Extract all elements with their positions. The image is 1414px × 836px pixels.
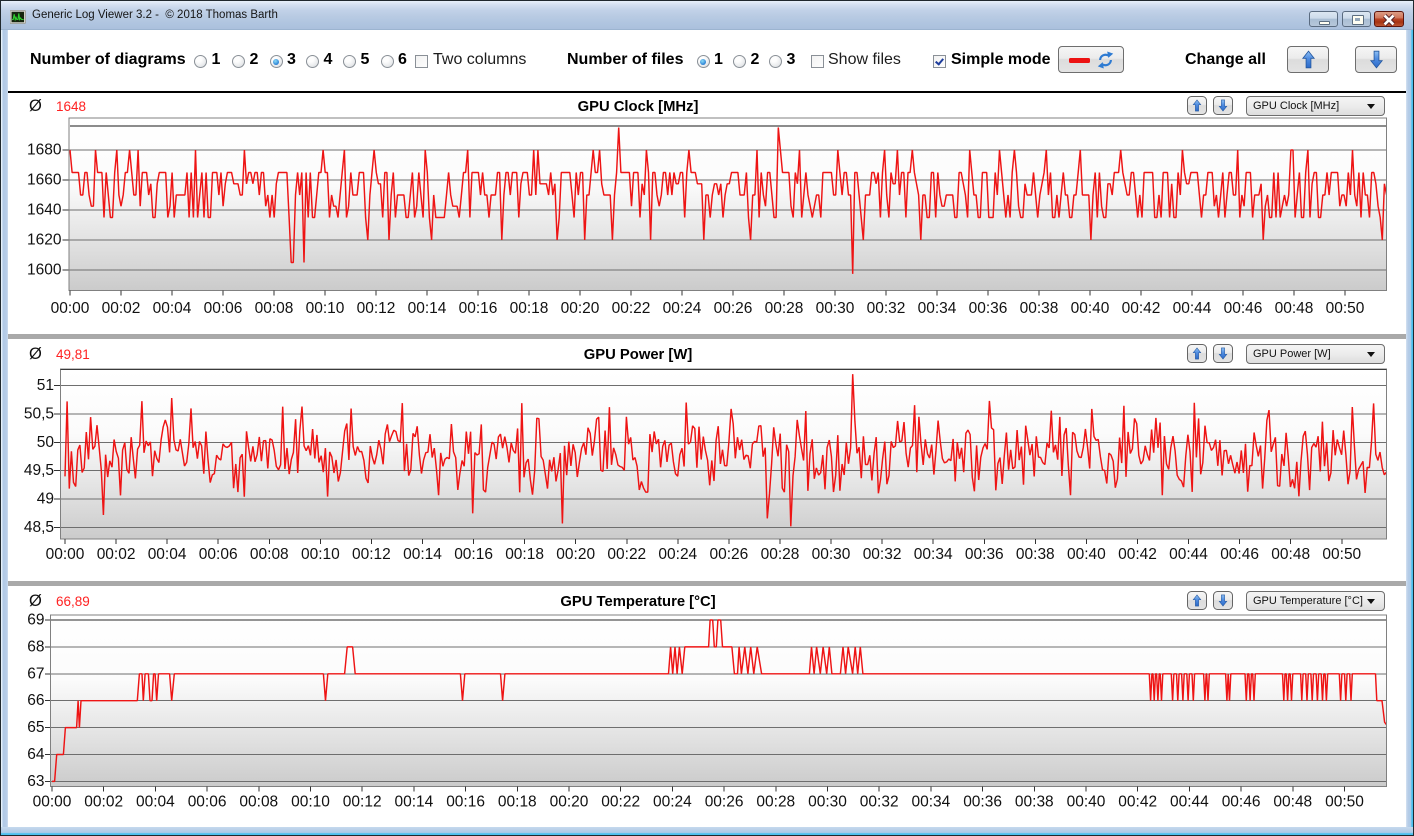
svg-text:1680: 1680 [27, 142, 62, 159]
svg-text:00:00: 00:00 [33, 794, 72, 811]
svg-text:00:44: 00:44 [1173, 300, 1212, 317]
svg-text:00:24: 00:24 [653, 794, 692, 811]
svg-text:00:00: 00:00 [46, 546, 85, 563]
svg-text:1640: 1640 [27, 202, 62, 219]
svg-text:51: 51 [37, 377, 54, 394]
svg-text:00:44: 00:44 [1169, 546, 1208, 563]
svg-text:00:34: 00:34 [918, 300, 957, 317]
svg-text:00:14: 00:14 [403, 546, 442, 563]
svg-text:67: 67 [27, 665, 44, 682]
svg-text:65: 65 [27, 719, 44, 736]
svg-text:00:42: 00:42 [1118, 794, 1157, 811]
svg-text:00:22: 00:22 [601, 794, 640, 811]
svg-text:00:20: 00:20 [550, 794, 589, 811]
svg-text:00:36: 00:36 [963, 794, 1002, 811]
svg-text:00:16: 00:16 [446, 794, 485, 811]
svg-text:00:40: 00:40 [1071, 300, 1110, 317]
svg-text:00:02: 00:02 [84, 794, 123, 811]
svg-text:00:22: 00:22 [607, 546, 646, 563]
svg-text:00:34: 00:34 [912, 794, 951, 811]
svg-text:69: 69 [27, 612, 44, 629]
svg-text:00:48: 00:48 [1273, 794, 1312, 811]
svg-text:00:46: 00:46 [1222, 794, 1261, 811]
svg-text:00:28: 00:28 [756, 794, 795, 811]
svg-text:48,5: 48,5 [24, 519, 54, 536]
svg-text:1660: 1660 [27, 172, 62, 189]
svg-text:50: 50 [37, 434, 55, 451]
svg-text:00:16: 00:16 [454, 546, 493, 563]
svg-text:00:34: 00:34 [914, 546, 953, 563]
svg-text:00:30: 00:30 [808, 794, 847, 811]
svg-text:00:12: 00:12 [357, 300, 396, 317]
svg-text:00:30: 00:30 [816, 300, 855, 317]
svg-text:00:48: 00:48 [1271, 546, 1310, 563]
svg-text:50,5: 50,5 [24, 405, 54, 422]
svg-text:00:38: 00:38 [1020, 300, 1059, 317]
svg-text:00:06: 00:06 [199, 546, 238, 563]
svg-text:00:18: 00:18 [505, 546, 544, 563]
svg-text:00:30: 00:30 [812, 546, 851, 563]
svg-text:00:14: 00:14 [395, 794, 434, 811]
svg-text:00:08: 00:08 [239, 794, 278, 811]
svg-text:00:04: 00:04 [148, 546, 187, 563]
svg-text:00:08: 00:08 [250, 546, 289, 563]
svg-text:00:08: 00:08 [255, 300, 294, 317]
svg-text:00:38: 00:38 [1015, 794, 1054, 811]
svg-text:00:20: 00:20 [556, 546, 595, 563]
svg-text:49: 49 [37, 491, 54, 508]
svg-text:00:50: 00:50 [1326, 300, 1365, 317]
svg-text:00:10: 00:10 [306, 300, 345, 317]
svg-text:00:02: 00:02 [102, 300, 141, 317]
svg-text:00:42: 00:42 [1122, 300, 1161, 317]
svg-text:64: 64 [27, 746, 45, 763]
svg-text:00:04: 00:04 [136, 794, 175, 811]
svg-text:00:26: 00:26 [710, 546, 749, 563]
svg-text:00:16: 00:16 [459, 300, 498, 317]
svg-text:00:32: 00:32 [863, 546, 902, 563]
svg-text:00:04: 00:04 [153, 300, 192, 317]
svg-text:00:10: 00:10 [301, 546, 340, 563]
svg-text:00:48: 00:48 [1275, 300, 1314, 317]
svg-text:00:28: 00:28 [765, 300, 804, 317]
svg-text:68: 68 [27, 638, 44, 655]
svg-text:00:40: 00:40 [1067, 794, 1106, 811]
svg-text:00:26: 00:26 [705, 794, 744, 811]
svg-text:00:46: 00:46 [1224, 300, 1263, 317]
svg-text:00:06: 00:06 [188, 794, 227, 811]
svg-text:66: 66 [27, 692, 44, 709]
svg-text:00:44: 00:44 [1170, 794, 1209, 811]
svg-text:00:36: 00:36 [965, 546, 1004, 563]
svg-text:00:12: 00:12 [352, 546, 391, 563]
svg-text:00:32: 00:32 [867, 300, 906, 317]
svg-text:49,5: 49,5 [24, 462, 54, 479]
svg-text:00:32: 00:32 [860, 794, 899, 811]
svg-text:00:28: 00:28 [761, 546, 800, 563]
svg-text:00:24: 00:24 [658, 546, 697, 563]
svg-text:00:00: 00:00 [51, 300, 90, 317]
svg-text:00:20: 00:20 [561, 300, 600, 317]
svg-text:00:38: 00:38 [1016, 546, 1055, 563]
svg-text:00:12: 00:12 [343, 794, 382, 811]
svg-text:00:22: 00:22 [612, 300, 651, 317]
svg-text:00:36: 00:36 [969, 300, 1008, 317]
svg-text:00:10: 00:10 [291, 794, 330, 811]
svg-text:00:40: 00:40 [1067, 546, 1106, 563]
svg-text:00:50: 00:50 [1322, 546, 1361, 563]
svg-text:00:50: 00:50 [1325, 794, 1364, 811]
svg-text:00:26: 00:26 [714, 300, 753, 317]
svg-text:00:18: 00:18 [498, 794, 537, 811]
svg-text:00:14: 00:14 [408, 300, 447, 317]
svg-text:00:02: 00:02 [97, 546, 136, 563]
svg-text:00:24: 00:24 [663, 300, 702, 317]
svg-text:00:42: 00:42 [1118, 546, 1157, 563]
svg-text:1620: 1620 [27, 232, 62, 249]
svg-text:63: 63 [27, 773, 44, 790]
svg-text:1600: 1600 [27, 262, 62, 279]
svg-text:00:06: 00:06 [204, 300, 243, 317]
svg-text:00:46: 00:46 [1220, 546, 1259, 563]
svg-text:00:18: 00:18 [510, 300, 549, 317]
